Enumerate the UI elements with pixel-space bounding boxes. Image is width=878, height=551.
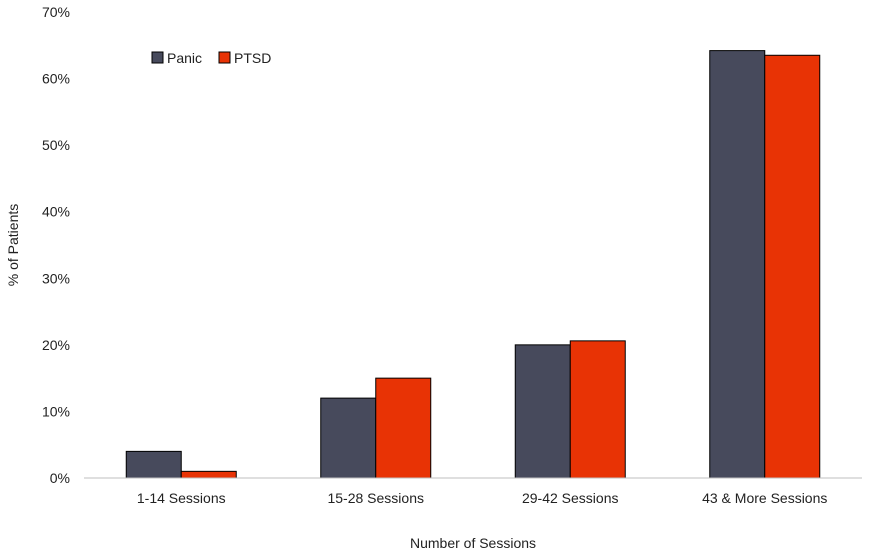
legend-swatch-ptsd bbox=[218, 51, 231, 64]
bar-ptsd-4 bbox=[764, 54, 821, 479]
legend-swatch-panic bbox=[151, 51, 164, 64]
legend-label-ptsd: PTSD bbox=[234, 50, 271, 66]
y-axis-title: % of Patients bbox=[5, 204, 21, 287]
bar-ptsd-2 bbox=[375, 377, 432, 479]
legend: Panic PTSD bbox=[151, 50, 271, 66]
bar-panic-1 bbox=[125, 450, 182, 479]
x-tick-label: 43 & More Sessions bbox=[702, 490, 827, 506]
bar-ptsd-3 bbox=[569, 340, 626, 479]
y-axis-ticks: 0% 10% 20% 30% 40% 50% 60% 70% bbox=[42, 4, 70, 486]
y-tick-label: 50% bbox=[42, 137, 70, 153]
y-tick-label: 20% bbox=[42, 337, 70, 353]
y-tick-label: 30% bbox=[42, 270, 70, 286]
x-tick-label: 29-42 Sessions bbox=[522, 490, 619, 506]
bar-panic-3 bbox=[514, 344, 571, 479]
bar-panic-2 bbox=[320, 397, 377, 479]
x-axis-title: Number of Sessions bbox=[410, 535, 536, 551]
y-tick-label: 10% bbox=[42, 403, 70, 419]
y-tick-label: 40% bbox=[42, 204, 70, 220]
y-tick-label: 0% bbox=[50, 470, 70, 486]
bars-group bbox=[125, 50, 821, 479]
legend-label-panic: Panic bbox=[167, 50, 202, 66]
bar-ptsd-1 bbox=[180, 470, 237, 479]
x-axis-ticks: 1-14 Sessions 15-28 Sessions 29-42 Session… bbox=[137, 490, 828, 506]
y-tick-label: 60% bbox=[42, 71, 70, 87]
y-tick-label: 70% bbox=[42, 4, 70, 20]
x-tick-label: 1-14 Sessions bbox=[137, 490, 226, 506]
x-tick-label: 15-28 Sessions bbox=[327, 490, 424, 506]
bar-panic-4 bbox=[709, 50, 766, 479]
